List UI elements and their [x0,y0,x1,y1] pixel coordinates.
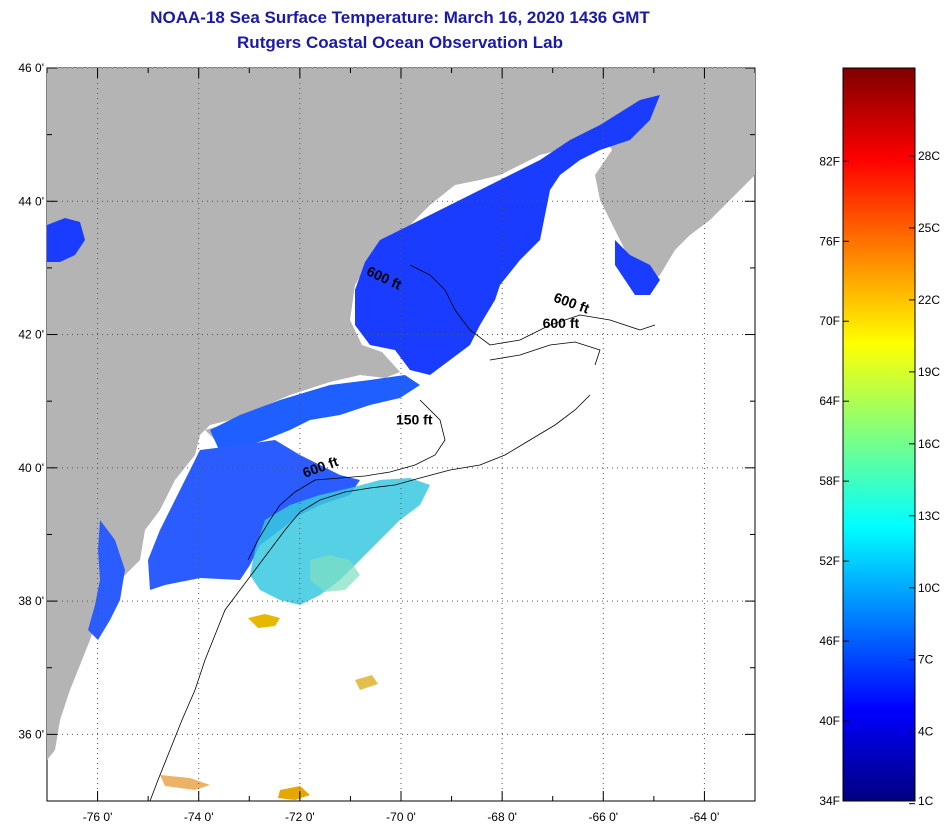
colorbar-f-label: 82F [819,154,840,168]
sst-mid-atlantic-bight [148,440,360,590]
colorbar-c-label: 4C [918,725,934,739]
isobath-600ft-gulf-of-maine [409,264,656,346]
sst-slope-water-patch [310,555,360,592]
colorbar-c-label: 25C [918,221,940,235]
isobath-600ft-shelf-break [149,394,591,801]
colorbar-labels: 82F 76F 70F 64F 58F 52F 46F 40F 34F 28C 25C 22C 19C 1… [819,149,940,808]
axis-ticks: -76 0' -74 0' -72 0' -70 0' -68 0' -66 0' -64 … [18,61,756,824]
x-tick-label: -66 0' [588,810,618,824]
x-tick-label: -72 0' [285,810,315,824]
y-tick-label: 36 0' [18,727,44,741]
colorbar-c-label: 28C [918,149,940,163]
colorbar-f-label: 52F [819,554,840,568]
colorbar-c-label: 1C [918,794,934,808]
y-tick-label: 38 0' [18,594,44,608]
colorbar-f-label: 40F [819,714,840,728]
colorbar-c-label: 7C [918,653,934,667]
map-title-line1: NOAA-18 Sea Surface Temperature: March 1… [150,8,650,27]
graticule [47,67,755,801]
sst-warm-patch-1 [248,614,280,628]
colorbar-c-label: 19C [918,365,940,379]
y-tick-label: 46 0' [18,61,44,75]
sst-southern-new-england [210,375,420,452]
colorbar-f-label: 58F [819,474,840,488]
colorbar-c-label: 16C [918,437,940,451]
x-tick-label: -70 0' [386,810,416,824]
colorbar-c-label: 10C [918,581,940,595]
sst-scotian-coast [615,240,660,295]
colorbar-f-label: 34F [819,794,840,808]
x-tick-label: -64 0' [690,810,720,824]
colorbar-c-label: 22C [918,293,940,307]
colorbar-f-label: 76F [819,234,840,248]
lake-ontario [47,218,85,262]
sst-warm-patch-4 [160,775,210,790]
y-tick-label: 42 0' [18,328,44,342]
sst-warm-patch-2 [278,786,310,800]
isobath-600ft-georges-bank [489,341,601,366]
y-tick-label: 44 0' [18,194,44,208]
colorbar-f-label: 64F [819,394,840,408]
y-tick-label: 40 0' [18,461,44,475]
colorbar-f-label: 46F [819,634,840,648]
land-mainland [47,68,755,760]
x-tick-label: -74 0' [184,810,214,824]
colorbar-c-label: 13C [918,509,940,523]
isobath-label: 150 ft [396,412,433,428]
sst-warm-patch-3 [355,675,378,690]
sst-gulf-of-maine [355,95,660,375]
sst-slope-water [250,478,430,605]
isobath-150ft [247,399,446,561]
map-title-line2: Rutgers Coastal Ocean Observation Lab [237,33,563,52]
land-nova-scotia [600,160,755,290]
x-tick-label: -68 0' [487,810,517,824]
colorbar-f-label: 70F [819,314,840,328]
x-tick-label: -76 0' [83,810,113,824]
colorbar-gradient [842,67,916,802]
sst-delmarva-coastal [88,520,125,640]
map-content [47,68,755,801]
isobath-label: 600 ft [543,315,580,331]
